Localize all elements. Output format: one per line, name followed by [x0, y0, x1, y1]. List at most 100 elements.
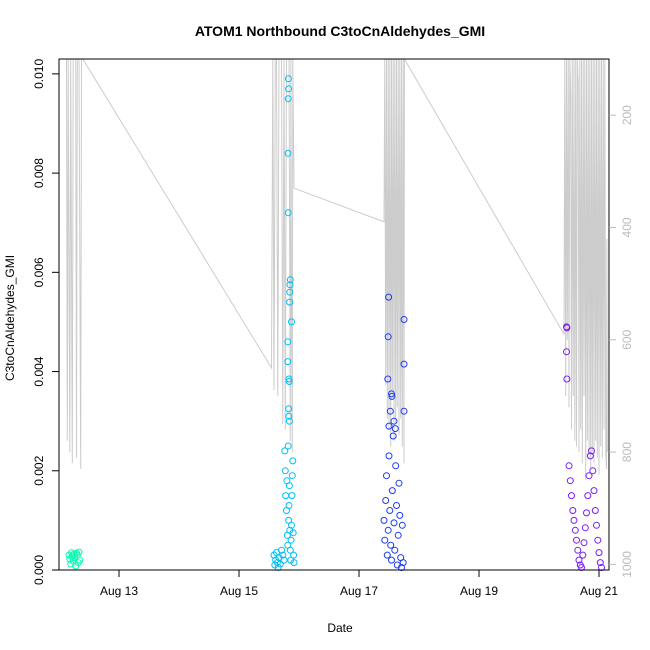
data-point: [288, 472, 296, 480]
data-point: [284, 338, 292, 346]
y-tick-label: 0.006: [32, 257, 46, 287]
data-point: [288, 318, 295, 326]
data-point: [590, 487, 598, 495]
data-point: [286, 276, 294, 284]
right-tick-label: 400: [620, 217, 634, 237]
data-point: [386, 507, 394, 514]
data-point: [286, 546, 294, 554]
data-point: [284, 149, 292, 157]
data-point: [285, 378, 293, 385]
scatter-points-layer: [65, 75, 605, 571]
data-point: [285, 417, 293, 425]
data-point: [276, 560, 284, 568]
data-point: [391, 425, 399, 433]
data-point: [289, 529, 297, 537]
chart-title: ATOM1 Northbound C3toCnAldehydes_GMI: [195, 23, 485, 39]
data-point: [388, 392, 396, 400]
data-point: [388, 390, 395, 398]
data-point: [279, 551, 287, 559]
data-point: [385, 452, 393, 460]
data-point: [281, 467, 289, 475]
data-point: [591, 507, 599, 514]
x-axis-label: Date: [327, 621, 353, 635]
y-tick-label: 0.004: [32, 356, 46, 386]
data-point: [381, 536, 389, 544]
plot-frame: [58, 58, 610, 571]
data-point: [390, 417, 398, 425]
data-point: [285, 85, 293, 93]
data-point: [573, 536, 580, 544]
data-point: [565, 462, 573, 470]
data-point: [75, 548, 83, 556]
data-point: [290, 559, 298, 567]
data-point: [285, 502, 293, 509]
y-tick-label: 0.002: [32, 455, 46, 485]
data-point: [563, 348, 570, 356]
right-tick-label: 600: [620, 329, 634, 349]
data-point: [595, 549, 603, 557]
data-point: [394, 531, 402, 539]
data-point: [588, 447, 595, 455]
data-point: [384, 526, 392, 534]
data-point: [580, 539, 588, 547]
data-point: [566, 477, 574, 485]
data-point: [387, 541, 395, 549]
data-point: [383, 472, 390, 480]
data-point: [285, 375, 293, 383]
x-tick-label: Aug 13: [100, 584, 138, 598]
data-point: [589, 467, 597, 475]
data-point: [76, 556, 84, 564]
data-point: [290, 551, 298, 559]
right-pressure-axis: 200 400 600 800 1000: [609, 105, 634, 578]
data-point: [395, 479, 403, 487]
data-point: [399, 559, 407, 567]
data-point: [280, 556, 288, 564]
data-point: [583, 509, 590, 517]
data-point: [400, 360, 408, 368]
data-point: [584, 492, 592, 500]
data-point: [579, 551, 587, 559]
data-point: [288, 521, 295, 529]
data-point: [278, 546, 285, 554]
x-axis: Aug 13 Aug 15 Aug 17 Aug 19 Aug 21: [100, 570, 618, 598]
data-point: [400, 316, 408, 323]
data-point: [282, 492, 290, 500]
data-point: [388, 487, 396, 495]
pressure-line: [66, 59, 608, 481]
pressure-line-layer: [66, 59, 608, 481]
data-point: [593, 521, 600, 529]
data-point: [389, 432, 397, 440]
data-point: [398, 521, 406, 529]
data-point: [390, 519, 398, 527]
x-tick-label: Aug 19: [460, 584, 498, 598]
data-point: [384, 375, 392, 383]
y-tick-label: 0.008: [32, 158, 46, 188]
data-point: [385, 293, 393, 301]
y-axis-label: C3toCnAldehydes_GMI: [3, 255, 17, 381]
right-tick-label: 1000: [620, 551, 634, 578]
data-point: [581, 524, 589, 532]
data-point: [285, 412, 293, 420]
data-point: [575, 556, 583, 564]
data-point: [386, 407, 394, 415]
y-tick-label: 0.010: [32, 59, 46, 89]
data-point: [287, 536, 295, 544]
right-tick-label: 200: [620, 105, 634, 125]
data-point: [571, 526, 579, 534]
data-point: [284, 358, 292, 366]
data-point: [563, 375, 571, 383]
data-point: [286, 281, 294, 289]
data-point: [384, 333, 392, 341]
data-point: [285, 482, 293, 490]
data-point: [284, 209, 292, 217]
data-point: [596, 559, 604, 567]
data-point: [388, 556, 395, 564]
data-point: [284, 95, 292, 103]
x-tick-label: Aug 15: [220, 584, 258, 598]
data-point: [586, 452, 594, 460]
data-point: [284, 442, 292, 450]
data-point: [585, 472, 593, 480]
right-tick-label: 800: [620, 442, 634, 462]
data-point: [393, 502, 400, 509]
data-point: [574, 546, 582, 554]
